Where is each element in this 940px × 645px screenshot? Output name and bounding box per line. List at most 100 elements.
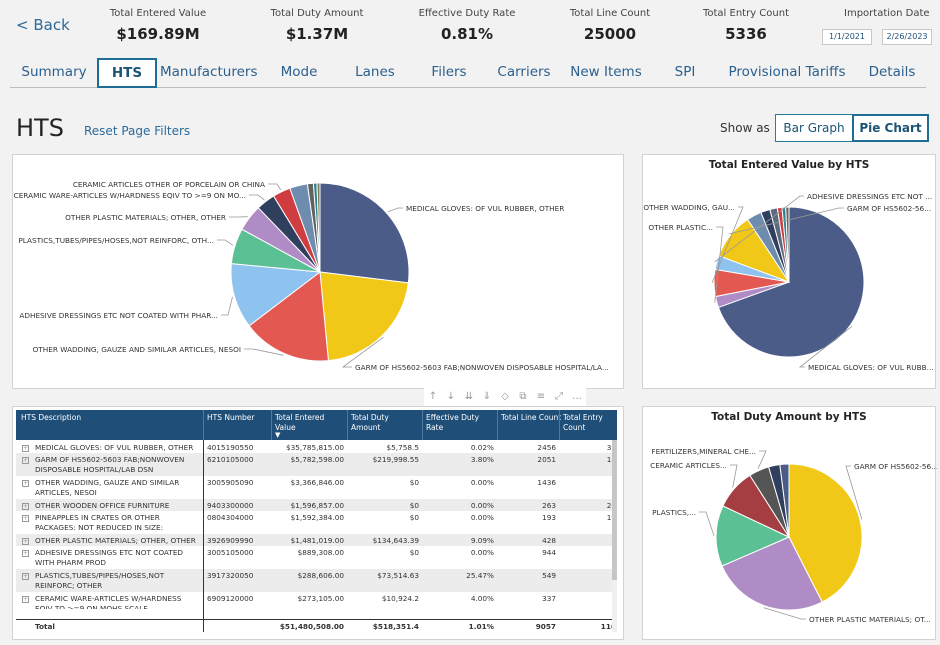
col-hts-description[interactable]: HTS Description [21, 413, 82, 422]
expand-row-icon[interactable]: + [22, 550, 29, 557]
tab-carriers[interactable]: Carriers [497, 64, 551, 80]
cell-hts-number: 6210105000 [207, 455, 254, 464]
col-total-duty-amount[interactable]: Total Duty Amount [351, 413, 389, 432]
pie-slice[interactable] [715, 505, 791, 567]
visual-tool-icon[interactable]: ≡ [536, 391, 546, 402]
pie-slice[interactable] [319, 182, 410, 284]
tab-details[interactable]: Details [868, 64, 916, 80]
table-row[interactable]: + OTHER PLASTIC MATERIALS; OTHER, OTHER 39… [16, 534, 617, 546]
column-divider [203, 440, 204, 632]
visual-tool-icon[interactable]: … [572, 391, 582, 402]
kpi-card: Total Line Count 25000 [540, 8, 680, 43]
visual-tool-icon[interactable]: ↓ [446, 391, 456, 402]
tab-new-items[interactable]: New Items [570, 64, 642, 80]
kpi-card: Total Entered Value $169.89M [88, 8, 228, 43]
col-total-entry-count[interactable]: Total Entry Count [563, 413, 603, 432]
pie-label: CERAMIC WARE-ARTICLES W/HARDNESS EQIV TO… [14, 191, 246, 200]
pie-label: OTHER PLASTIC... [648, 223, 713, 232]
scrollbar-thumb[interactable] [612, 440, 617, 580]
visual-tool-icon[interactable]: ⤢ [555, 391, 563, 402]
pie-label: PLASTICS,... [652, 508, 696, 517]
pie-slice[interactable] [717, 206, 865, 358]
pie-slice[interactable] [248, 271, 329, 362]
kpi-value: 0.81% [440, 25, 494, 43]
col-total-entered-value[interactable]: Total Entered Value [275, 413, 325, 432]
back-link[interactable]: < Back [16, 16, 70, 34]
tab-provisional-tariffs[interactable]: Provisional Tariffs [728, 64, 846, 80]
bar-graph-button[interactable]: Bar Graph [775, 114, 853, 142]
duty-amount-pie-chart[interactable]: GARM OF HS5602-56... OTHER PLASTIC MATERI… [643, 407, 937, 641]
col-total-line-count[interactable]: Total Line Count [501, 413, 562, 422]
entered-value-pie-card: Total Entered Value by HTS MEDICAL GLOVE… [642, 154, 936, 389]
pie-label: CERAMIC ARTICLES OTHER OF PORCELAIN OR C… [73, 180, 265, 189]
tab-filers[interactable]: Filers [431, 64, 467, 80]
cell-hts-description: PINEAPPLES IN CRATES OR OTHER PACKAGES: … [35, 513, 164, 532]
expand-row-icon[interactable]: + [22, 457, 29, 464]
duty-amount-chart-title: Total Duty Amount by HTS [711, 411, 867, 423]
date-end-input[interactable]: 2/26/2023 [882, 29, 932, 45]
visual-tool-icon[interactable]: ↑ [428, 391, 438, 402]
expand-row-icon[interactable]: + [22, 573, 29, 580]
pie-leader-line [711, 206, 744, 284]
expand-row-icon[interactable]: + [22, 445, 29, 452]
header-separator [422, 410, 423, 440]
table-scrollbar[interactable] [612, 440, 617, 632]
table-row[interactable]: + PLASTICS,TUBES/PIPES/HOSES,NOT REINFORC… [16, 569, 617, 592]
table-row[interactable]: + CERAMIC WARE-ARTICLES W/HARDNESS EQIV T… [16, 592, 617, 609]
tab-manufacturers[interactable]: Manufacturers [160, 64, 258, 80]
visual-tool-icon[interactable]: ⇓ [482, 391, 492, 402]
pie-slice[interactable] [316, 182, 321, 273]
kpi-label: Total Line Count [569, 8, 651, 19]
tab-mode[interactable]: Mode [280, 64, 318, 80]
table-row[interactable]: + GARM OF HS5602-5603 FAB;NONWOVEN DISPOS… [16, 453, 617, 476]
visual-tool-icon[interactable]: ⇊ [464, 391, 474, 402]
kpi-card: Total Entry Count 5336 [676, 8, 816, 43]
cell-total-entry-count: 19 [536, 513, 616, 523]
tab-spi[interactable]: SPI [674, 64, 696, 80]
visual-tool-icon[interactable]: ⧉ [519, 391, 527, 402]
main-pie-chart[interactable]: MEDICAL GLOVES: OF VUL RUBBER, OTHER GARM… [13, 155, 625, 390]
tab-hts[interactable]: HTS [97, 58, 157, 88]
pie-leader-line [714, 226, 724, 303]
cell-total-duty-amount: $0 [409, 513, 419, 522]
table-row[interactable]: + PINEAPPLES IN CRATES OR OTHER PACKAGES:… [16, 511, 617, 534]
cell-total-entered-value: $5,782,598.00 [290, 455, 344, 464]
pie-slice[interactable] [319, 271, 409, 362]
kpi-label: Total Entry Count [702, 8, 789, 19]
pie-leader-line [217, 239, 234, 246]
total-total-entry-count: 116 [600, 622, 616, 631]
expand-row-icon[interactable]: + [22, 503, 29, 510]
cell-total-line-count: 2456 [537, 443, 556, 452]
cell-effective-duty-rate: 0.00% [470, 501, 494, 510]
tab-summary[interactable]: Summary [21, 64, 87, 80]
expand-row-icon[interactable]: + [22, 596, 29, 603]
date-start-input[interactable]: 1/1/2021 [822, 29, 872, 45]
cell-total-entered-value: $1,592,384.00 [290, 513, 344, 522]
pie-leader-line [341, 336, 384, 368]
reset-page-filters-link[interactable]: Reset Page Filters [84, 124, 191, 138]
table-row[interactable]: + MEDICAL GLOVES: OF VUL RUBBER, OTHER 401… [16, 441, 617, 453]
col-effective-duty-rate[interactable]: Effective Duty Rate [426, 413, 480, 432]
tab-lanes[interactable]: Lanes [355, 64, 395, 80]
table-row[interactable]: + ADHESIVE DRESSINGS ETC NOT COATED WITH … [16, 546, 617, 569]
col-hts-number[interactable]: HTS Number [207, 413, 255, 422]
cell-total-entry-count: 7 [536, 594, 616, 604]
cell-total-entry-count: 26 [536, 501, 616, 511]
cell-total-entered-value: $889,308.00 [297, 548, 344, 557]
cell-total-entered-value: $3,366,846.00 [290, 478, 344, 487]
expand-row-icon[interactable]: + [22, 538, 29, 545]
cell-total-entry-count: 11 [536, 455, 616, 465]
pie-label: OTHER WADDING, GAUZE AND SIMILAR ARTICLE… [33, 345, 241, 354]
pie-leader-line [268, 183, 282, 191]
entered-value-pie-chart[interactable]: MEDICAL GLOVES: OF VUL RUBB... OTHER PLAS… [643, 155, 937, 390]
pie-slice[interactable] [779, 463, 790, 538]
pie-slice[interactable] [788, 463, 863, 603]
visual-tool-icon[interactable]: ◇ [501, 391, 509, 402]
pie-chart-button[interactable]: Pie Chart [852, 114, 929, 142]
pie-slice[interactable] [230, 263, 322, 327]
sort-desc-icon[interactable]: ▼ [275, 431, 281, 439]
expand-row-icon[interactable]: + [22, 515, 29, 522]
table-row[interactable]: + OTHER WADDING, GAUZE AND SIMILAR ARTICL… [16, 476, 617, 499]
table-row[interactable]: + OTHER WOODEN OFFICE FURNITURE 9403300000… [16, 499, 617, 511]
expand-row-icon[interactable]: + [22, 480, 29, 487]
